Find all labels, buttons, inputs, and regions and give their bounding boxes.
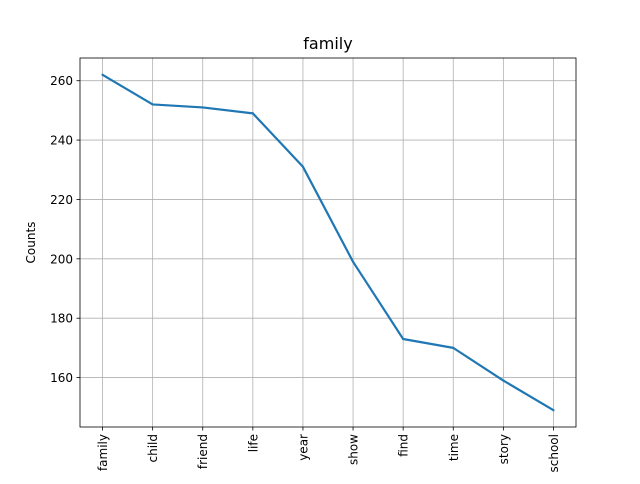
data-point [251,112,254,115]
x-axis: family child friend life year show find time sto… [96,427,561,472]
data-point [552,409,555,412]
y-tick-label: 200 [50,252,73,266]
data-point [402,337,405,341]
x-tick-label: child [146,434,160,463]
y-tick-label: 240 [50,134,73,148]
x-tick-label: school [547,434,561,472]
x-tick-label: year [296,434,310,461]
y-tick-label: 160 [50,371,73,385]
x-tick-label: story [497,434,511,464]
x-tick-label: family [96,434,110,471]
chart-title: family [303,34,352,53]
data-point [502,379,505,382]
x-tick-label: life [246,434,260,452]
data-point [351,260,355,263]
y-axis: 160 180 200 220 240 260 [50,74,80,385]
x-tick-label: find [397,434,411,457]
data-point [452,346,455,349]
x-tick-label: show [347,434,361,465]
y-tick-label: 180 [50,312,73,326]
y-tick-label: 220 [50,193,73,207]
series-line [101,73,555,412]
y-axis-label: Counts [24,222,38,264]
grid-lines [80,58,576,427]
data-point [201,106,204,109]
x-tick-label: time [447,434,461,461]
series-layer [101,73,555,412]
data-point [101,73,104,76]
data-point [151,103,154,106]
y-tick-label: 260 [50,74,73,88]
x-tick-label: friend [196,434,210,469]
plot-frame [79,57,577,428]
data-point [301,165,305,168]
